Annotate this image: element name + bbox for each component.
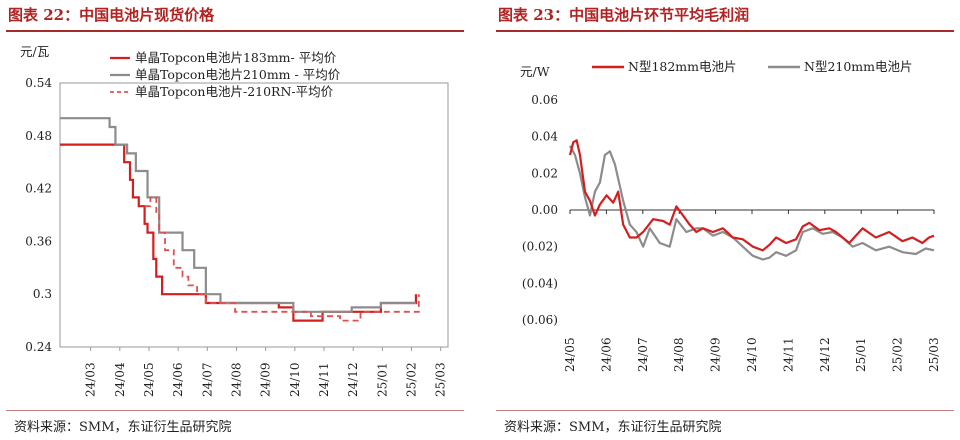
x-tick-label: 24/06 — [599, 337, 613, 372]
x-tick-label: 24/05 — [563, 337, 577, 372]
x-tick-label: 24/09 — [709, 337, 723, 372]
x-tick-label: 24/10 — [288, 362, 302, 397]
series-line-2 — [60, 117, 416, 313]
y-tick-label: 0.24 — [25, 340, 52, 354]
y-tick-label: 0.36 — [25, 234, 52, 248]
title-divider — [6, 30, 464, 32]
gross-profit-line-chart: 0.06 0.04 0.02 0.00 (0.02) (0.04) (0.06) 元/W 24/… — [520, 59, 941, 372]
x-tick-label: 24/11 — [317, 362, 331, 397]
x-tick-label: 25/01 — [375, 362, 389, 397]
y-tick-label: 0.04 — [531, 130, 558, 144]
source-divider — [6, 410, 464, 411]
x-tick-label: 25/02 — [405, 362, 419, 397]
chart-panel-spot-price: 图表 22：中国电池片现货价格 0.54 0.48 0.42 0.36 0.3 0.24 元… — [0, 0, 470, 440]
legend-label: N型182mm电池片 — [628, 59, 737, 74]
chart-panel-gross-profit: 图表 23：中国电池片环节平均毛利润 0.06 0.04 0.02 0.00 (0.02… — [490, 0, 960, 440]
y-tick-label: 0.00 — [531, 203, 558, 217]
source-note: 资料来源：SMM，东证衍生品研究院 — [504, 420, 722, 435]
x-tick-label: 24/07 — [200, 362, 214, 397]
x-tick-label: 24/08 — [229, 362, 243, 397]
y-axis-unit: 元/W — [520, 64, 550, 79]
y-tick-label: 0.48 — [25, 129, 52, 143]
x-tick-label: 25/03 — [434, 362, 448, 397]
x-tick-label: 24/11 — [781, 337, 795, 372]
source-divider — [496, 410, 954, 411]
title-divider — [496, 30, 954, 32]
legend-label: 单晶Topcon电池片210mm - 平均价 — [135, 67, 341, 82]
y-tick-label: 0.54 — [25, 76, 52, 90]
x-tick-label: 24/10 — [745, 337, 759, 372]
y-tick-label: 0.3 — [33, 287, 52, 301]
y-tick-label: 0.06 — [531, 93, 558, 107]
series-line-1 — [568, 139, 935, 252]
x-tick-label: 25/01 — [854, 337, 868, 372]
y-tick-label: (0.02) — [522, 240, 558, 254]
y-tick-label: 0.42 — [25, 182, 52, 196]
x-tick-label: 24/09 — [259, 362, 273, 397]
source-note: 资料来源：SMM，东证衍生品研究院 — [14, 420, 232, 435]
chart-title: 图表 22：中国电池片现货价格 — [8, 6, 215, 24]
series-line-2 — [569, 145, 935, 261]
x-tick-label: 25/02 — [891, 337, 905, 372]
plot-frame — [59, 82, 449, 348]
spot-price-line-chart: 0.54 0.48 0.42 0.36 0.3 0.24 元/瓦 24/03 24/04 24/0… — [20, 44, 449, 397]
x-tick-label: 24/06 — [171, 362, 185, 397]
y-tick-label: (0.06) — [522, 313, 558, 327]
legend-label: N型210mm电池片 — [804, 59, 913, 74]
x-tick-label: 24/12 — [818, 337, 832, 372]
series-line-3 — [144, 196, 420, 322]
y-tick-label: (0.04) — [522, 276, 558, 290]
legend-label: 单晶Topcon电池片-210RN-平均价 — [135, 84, 334, 99]
x-tick-label: 25/03 — [927, 337, 941, 372]
series-line-1 — [60, 143, 418, 322]
x-tick-label: 24/04 — [113, 362, 127, 397]
x-tick-label: 24/12 — [346, 362, 360, 397]
y-tick-label: 0.02 — [531, 166, 558, 180]
x-tick-label: 24/03 — [84, 362, 98, 397]
legend-label: 单晶Topcon电池片183mm- 平均价 — [135, 50, 337, 65]
y-axis-unit: 元/瓦 — [20, 44, 49, 59]
x-tick-label: 24/05 — [142, 362, 156, 397]
chart-title: 图表 23：中国电池片环节平均毛利润 — [498, 6, 750, 24]
x-tick-label: 24/07 — [636, 337, 650, 372]
x-tick-label: 24/08 — [672, 337, 686, 372]
